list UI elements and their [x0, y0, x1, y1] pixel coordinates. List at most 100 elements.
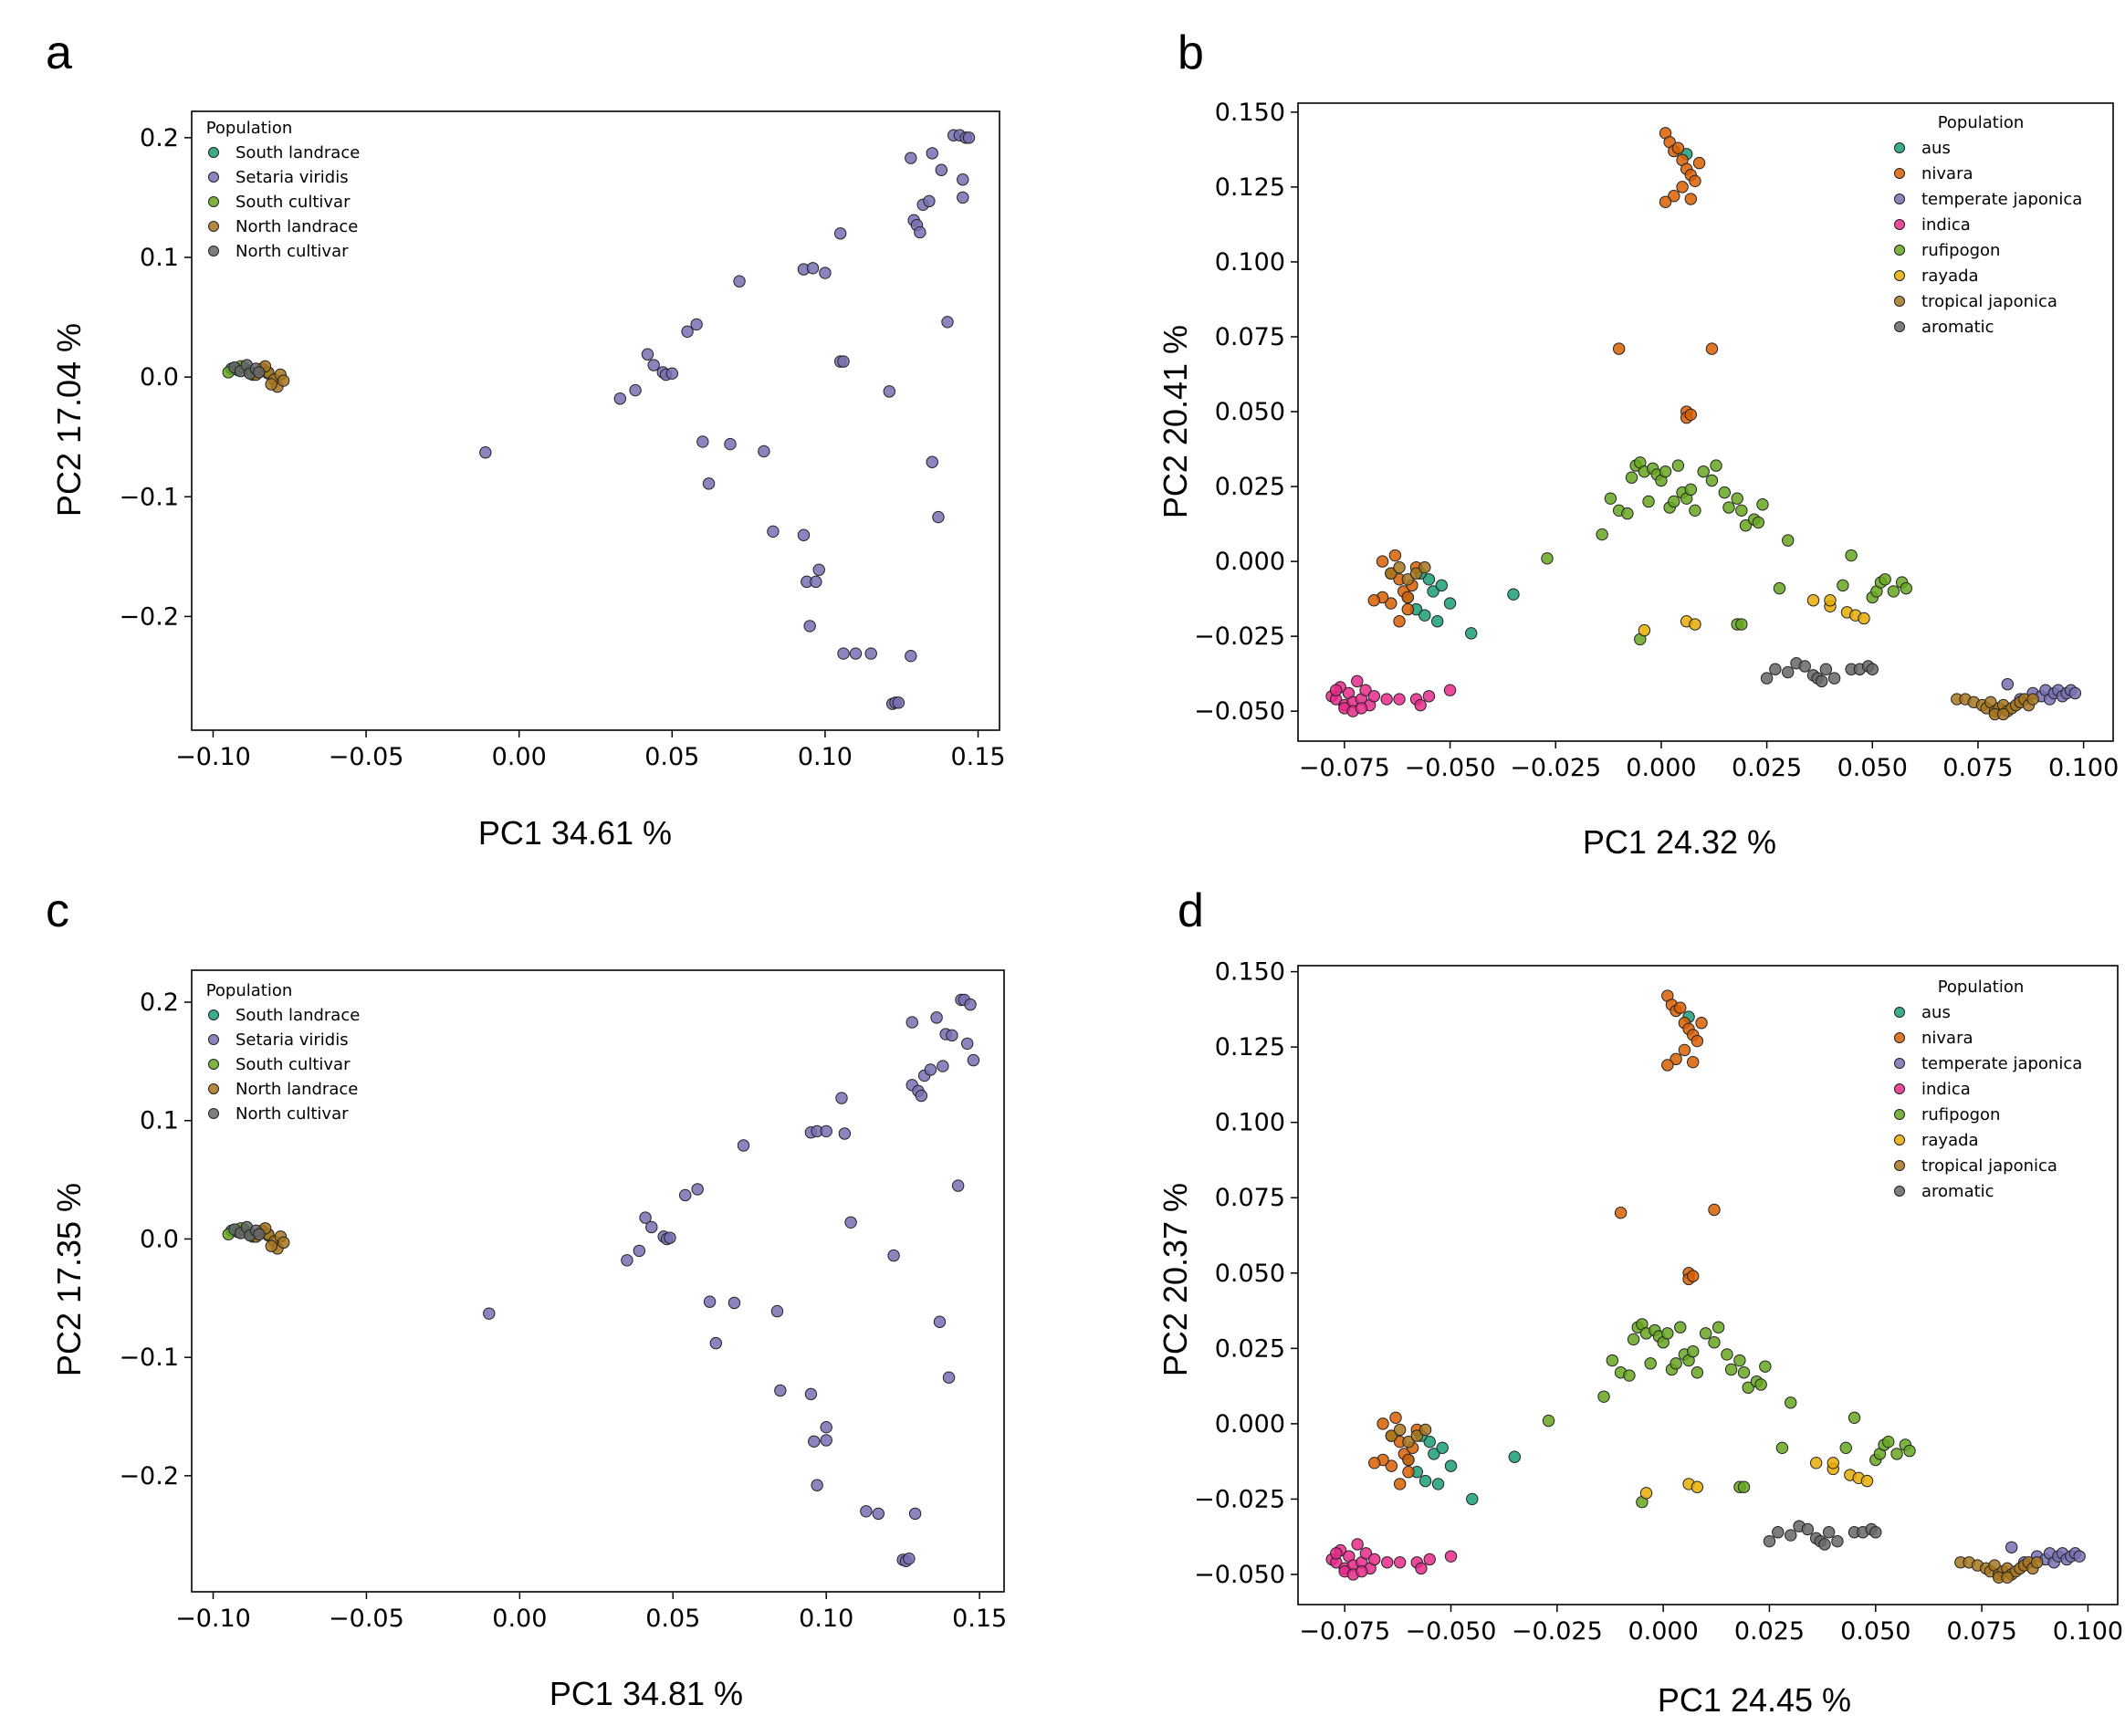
data-point — [797, 528, 811, 541]
data-point — [728, 1296, 741, 1310]
data-points — [222, 993, 980, 1567]
legend-marker — [208, 1009, 219, 1020]
data-point — [849, 647, 863, 660]
chart-a: −0.10 −0.05 0.00 0.05 0.10 0.15 −0.2 −0.1 0.0 0.1… — [50, 110, 1006, 852]
data-point — [1466, 1492, 1479, 1506]
legend-marker — [1894, 1160, 1905, 1171]
x-axis: −0.10 −0.05 0.00 0.05 0.10 0.15 — [175, 730, 1006, 771]
data-point — [1423, 1553, 1436, 1566]
x-tick-label: 0.100 — [2048, 754, 2119, 782]
data-point — [613, 392, 627, 405]
data-point — [1355, 702, 1368, 715]
data-point — [1798, 660, 1811, 673]
data-point — [2026, 693, 2039, 706]
data-point — [1627, 1333, 1640, 1346]
data-point — [1708, 1336, 1721, 1349]
x-tick-label: −0.075 — [1299, 754, 1390, 782]
data-point — [1763, 1534, 1776, 1548]
data-point — [1385, 1459, 1398, 1472]
data-point — [1858, 612, 1870, 625]
data-point — [1773, 581, 1786, 595]
data-point — [1612, 342, 1626, 355]
legend-entry: Setaria viridis — [236, 1030, 349, 1050]
data-point — [1705, 342, 1719, 355]
legend-entry: rayada — [1921, 267, 1979, 286]
legend-entry: South cultivar — [236, 1055, 351, 1074]
y-tick-label: 0.050 — [1215, 398, 1285, 426]
plot-frame — [191, 110, 1000, 731]
data-point — [1801, 1522, 1815, 1536]
x-tick-label: −0.050 — [1406, 1617, 1497, 1646]
data-point — [265, 1239, 278, 1252]
x-tick-label: 0.025 — [1734, 1617, 1805, 1646]
data-point — [1759, 1360, 1772, 1373]
legend-marker — [208, 147, 219, 158]
data-point — [1385, 1429, 1398, 1442]
data-point — [937, 1060, 949, 1072]
x-tick-label: 0.05 — [644, 743, 699, 771]
data-point — [1848, 1411, 1861, 1424]
panel-label-b: b — [1178, 26, 1204, 79]
data-point — [1444, 1459, 1458, 1472]
data-point — [1900, 581, 1912, 595]
legend-marker — [1894, 1186, 1905, 1197]
legend-title: Population — [206, 981, 293, 1000]
x-tick-label: −0.025 — [1512, 1617, 1603, 1646]
data-point — [1402, 1466, 1415, 1479]
legend-entry: nivara — [1921, 1029, 1973, 1048]
series-indica — [1325, 675, 1457, 717]
data-point — [479, 446, 492, 459]
legend-marker — [1894, 193, 1905, 204]
data-point — [1427, 585, 1439, 598]
legend-marker — [208, 246, 219, 256]
data-point — [1614, 1207, 1628, 1219]
data-point — [1606, 1354, 1619, 1367]
data-point — [1367, 690, 1380, 703]
x-axis: −0.10 −0.05 0.00 0.05 0.10 0.15 — [175, 1592, 1007, 1633]
data-point — [1866, 663, 1879, 675]
series-tropical-japonica — [1385, 560, 2039, 721]
data-point — [1837, 579, 1849, 592]
legend-marker — [1894, 245, 1905, 256]
data-point — [1668, 495, 1680, 508]
data-point — [1401, 573, 1415, 586]
data-point — [1692, 156, 1706, 170]
y-tick-label: 0.150 — [1215, 958, 1285, 987]
x-tick-label: 0.15 — [952, 1605, 1007, 1633]
x-tick-label: 0.050 — [1837, 754, 1908, 782]
data-point — [935, 163, 948, 176]
data-point — [1737, 1366, 1751, 1379]
data-point — [1668, 190, 1680, 203]
data-point — [1410, 1429, 1423, 1442]
data-point — [1831, 1534, 1844, 1548]
data-point — [1670, 1052, 1682, 1066]
series-north-cultivar — [228, 1220, 266, 1242]
data-point — [1418, 560, 1431, 574]
data-point — [1752, 516, 1765, 529]
data-point — [1597, 1390, 1610, 1403]
data-point — [1671, 459, 1685, 472]
panel-label-d: d — [1178, 884, 1204, 937]
data-point — [702, 477, 716, 490]
series-setaria-viridis — [483, 993, 980, 1567]
data-point — [1756, 498, 1769, 511]
y-tick-label: 0.100 — [1215, 1109, 1285, 1137]
data-point — [808, 1435, 821, 1448]
data-point — [1351, 1538, 1364, 1551]
x-tick-label: 0.025 — [1732, 754, 1802, 782]
data-point — [1737, 1480, 1751, 1493]
data-point — [1402, 1453, 1415, 1467]
data-point — [1443, 597, 1457, 610]
data-point — [1806, 594, 1820, 607]
series-nivara — [1368, 989, 1721, 1490]
data-point — [1735, 504, 1748, 518]
data-point — [1393, 693, 1406, 706]
y-tick-label: −0.1 — [119, 483, 179, 511]
y-axis: −0.2 −0.1 0.0 0.1 0.2 — [119, 124, 192, 631]
data-points — [222, 129, 976, 710]
data-point — [1368, 1457, 1381, 1469]
data-point — [946, 1029, 958, 1042]
data-point — [2030, 1556, 2044, 1569]
x-axis: −0.075 −0.050 −0.025 0.000 0.025 0.050 0.075 0.… — [1299, 741, 2119, 782]
data-point — [1827, 672, 1841, 685]
